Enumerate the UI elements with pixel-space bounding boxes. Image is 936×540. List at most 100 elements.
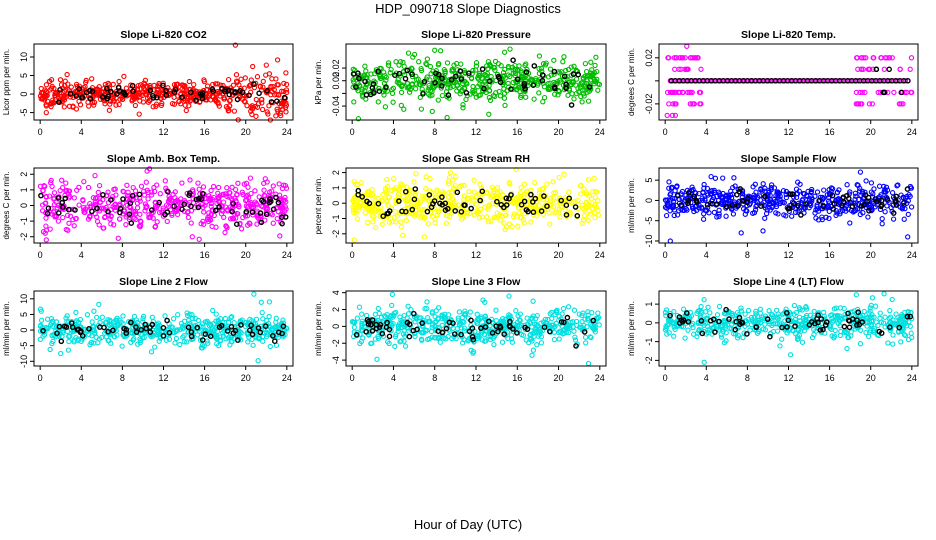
- data-point: [684, 66, 690, 72]
- data-point: [363, 96, 369, 102]
- data-point: [669, 112, 676, 119]
- x-axis: 0 4 8 12 16 20 24: [38, 120, 292, 137]
- data-point: [542, 62, 549, 68]
- data-point: [497, 93, 504, 99]
- data-point: [183, 107, 189, 114]
- data-point: [518, 94, 524, 101]
- data-point: [834, 312, 840, 319]
- data-point: [853, 193, 859, 199]
- data-point: [233, 72, 240, 78]
- data-point: [493, 318, 499, 324]
- data-point: [704, 201, 711, 208]
- data-point: [439, 194, 445, 200]
- data-point: [50, 100, 57, 106]
- y-tick-label: 0.02: [331, 59, 341, 77]
- data-point: [96, 89, 102, 95]
- data-point: [105, 208, 111, 215]
- data-point: [404, 67, 411, 74]
- data-point: [898, 339, 904, 345]
- data-point: [411, 196, 418, 203]
- data-point: [369, 328, 376, 334]
- data-point: [201, 209, 207, 215]
- data-point: [663, 212, 670, 219]
- data-point: [201, 77, 207, 83]
- data-point: [219, 204, 225, 210]
- x-tick-label: 0: [350, 373, 355, 383]
- data-point: [200, 218, 206, 225]
- data-point: [70, 104, 76, 110]
- data-point: [379, 197, 385, 204]
- data-point: [875, 89, 881, 96]
- data-point: [253, 316, 260, 322]
- data-point: [458, 76, 465, 82]
- data-point: [841, 315, 848, 321]
- x-tick-label: 12: [471, 373, 481, 383]
- data-point: [521, 81, 528, 87]
- data-point: [105, 328, 111, 335]
- data-point: [736, 188, 743, 195]
- data-point: [857, 101, 864, 107]
- data-point: [871, 186, 877, 192]
- data-point: [830, 318, 837, 324]
- data-point: [468, 347, 474, 353]
- data-point: [869, 312, 875, 318]
- data-point: [92, 172, 98, 179]
- data-point: [114, 91, 120, 97]
- data-point: [670, 101, 676, 107]
- data-point: [56, 99, 62, 105]
- data-point: [388, 66, 394, 73]
- data-point: [448, 77, 455, 83]
- data-point: [43, 237, 49, 243]
- data-point: [68, 320, 75, 326]
- data-point: [358, 200, 364, 206]
- data-point: [79, 95, 85, 101]
- data-point: [884, 187, 891, 193]
- data-point: [116, 78, 122, 85]
- data-point: [398, 102, 404, 109]
- data-point: [905, 78, 911, 84]
- data-point: [113, 192, 119, 198]
- data-point: [427, 77, 433, 83]
- data-point: [571, 328, 577, 334]
- data-point: [547, 328, 553, 335]
- data-point: [514, 67, 520, 74]
- data-point: [772, 198, 778, 205]
- x-tick-label: 4: [391, 250, 396, 260]
- data-point: [442, 207, 449, 213]
- data-point: [87, 341, 93, 348]
- data-point: [228, 195, 235, 202]
- data-point: [405, 303, 411, 309]
- data-point: [518, 193, 524, 199]
- data-point: [251, 291, 257, 297]
- data-point: [390, 99, 396, 105]
- data-point: [474, 316, 481, 322]
- data-point: [160, 324, 167, 331]
- data-point: [578, 93, 584, 100]
- data-point: [716, 213, 722, 220]
- data-point: [723, 330, 729, 336]
- data-point: [536, 65, 542, 72]
- data-point: [479, 188, 486, 195]
- data-point: [762, 205, 769, 211]
- data-point: [223, 204, 229, 210]
- data-point: [861, 55, 867, 61]
- data-point: [720, 175, 726, 181]
- data-point: [499, 339, 506, 345]
- data-point: [682, 335, 688, 341]
- data-point: [422, 306, 428, 312]
- x-tick-label: 4: [704, 127, 709, 137]
- data-point: [409, 81, 416, 87]
- data-point: [195, 180, 201, 186]
- data-point: [155, 320, 162, 326]
- data-point: [856, 196, 862, 203]
- data-point: [246, 327, 253, 334]
- data-point: [501, 90, 508, 96]
- data-point: [858, 55, 865, 61]
- data-point: [834, 197, 840, 203]
- data-point: [199, 190, 206, 197]
- data-point: [249, 103, 255, 109]
- data-point: [522, 62, 528, 69]
- data-point: [539, 72, 546, 78]
- data-point: [768, 182, 775, 188]
- data-point: [55, 218, 62, 224]
